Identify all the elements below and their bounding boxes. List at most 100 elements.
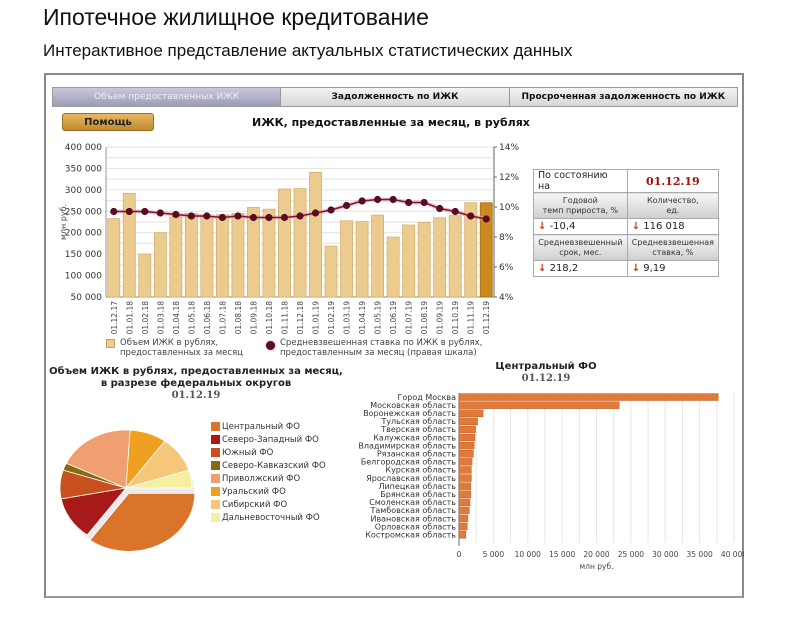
pie-slice[interactable] [125,469,193,489]
rate-point[interactable] [218,213,226,222]
rate-point[interactable] [280,213,289,222]
pie-legend-item: Северо-Кавказский ФО [211,459,326,472]
volume-bar[interactable] [138,253,152,298]
rate-point[interactable] [389,195,397,204]
region-bar[interactable] [458,401,620,409]
count-value: 116 018 [643,221,685,232]
volume-bar[interactable] [247,207,260,298]
volume-bar[interactable] [184,213,198,298]
pie-legend-item: Сибирский ФО [211,498,326,511]
volume-bar[interactable] [278,188,291,298]
volume-bar[interactable] [107,218,121,298]
rate-point[interactable] [249,213,258,222]
volume-bar[interactable] [324,245,338,298]
rate-point[interactable] [420,198,428,207]
region-bar[interactable] [458,441,475,450]
region-label: Город Москва [398,393,457,402]
rate-point[interactable] [327,206,335,214]
rate-point[interactable] [296,212,304,220]
volume-bar[interactable] [402,224,416,298]
pie-slice[interactable] [89,492,196,552]
volume-bar[interactable] [153,232,167,298]
x-axis-label: млн руб. [580,562,614,571]
rate-point[interactable] [187,212,195,220]
y2-tick-label: 14% [499,143,519,153]
region-label: Тверская область [380,425,456,434]
pie-legend-label: Уральский ФО [222,486,286,497]
rate-point[interactable] [405,198,413,207]
region-bar[interactable] [458,482,471,490]
help-button[interactable]: Помощь [62,113,154,131]
x-tick-label: 35 000 [687,550,713,559]
volume-bar[interactable] [340,220,353,298]
rate-point[interactable] [125,207,133,216]
region-bar[interactable] [458,466,472,474]
volume-bar[interactable] [200,216,214,298]
region-bar[interactable] [458,522,468,531]
volume-bar[interactable] [433,217,447,298]
volume-bar[interactable] [479,202,493,298]
x-tick-label: 30 000 [652,550,678,559]
stats-table: По состоянию на 01.12.19 Годовой темп при… [533,169,720,277]
region-bar[interactable] [458,433,476,442]
pie-legend-label: Северо-Кавказский ФО [222,460,326,471]
region-bar[interactable] [458,393,719,401]
rate-point[interactable] [110,207,118,216]
volume-bar[interactable] [215,214,229,298]
volume-bar[interactable] [417,222,431,298]
volume-bar[interactable] [262,208,276,298]
legend-swatch-icon [211,448,220,457]
volume-bar[interactable] [448,215,462,298]
x-tick-label: 01.09.19 [436,301,445,335]
volume-bar[interactable] [386,236,400,298]
pie-slice[interactable] [65,429,131,489]
pie-legend-item: Южный ФО [211,446,326,459]
rate-point[interactable] [141,207,149,216]
volume-bar[interactable] [371,214,385,298]
rate-point[interactable] [374,195,382,204]
rate-point[interactable] [436,204,444,213]
region-bar[interactable] [458,490,471,498]
region-bar[interactable] [458,514,469,523]
region-bar[interactable] [458,450,474,458]
volume-bar[interactable] [169,216,183,298]
region-bar[interactable] [458,506,470,515]
tab-overdue-debt[interactable]: Просроченная задолженность по ИЖК [509,88,737,106]
region-bar[interactable] [458,425,476,434]
rate-point[interactable] [467,212,475,220]
page-subtitle: Интерактивное представление актуальных с… [43,41,573,60]
term-header-line1: Средневзвешенный [538,237,623,247]
rate-point[interactable] [156,209,164,217]
count-header-line1: Количество, [646,195,699,205]
rate-point[interactable] [203,212,211,220]
volume-bar[interactable] [464,202,478,298]
region-bar[interactable] [458,498,471,507]
tab-volume[interactable]: Объем предоставленных ИЖК [53,88,282,106]
rate-point[interactable] [358,197,366,205]
region-bar[interactable] [458,417,478,426]
count-value-cell: ↓ 116 018 [626,218,720,235]
volume-bar[interactable] [293,188,307,298]
volume-bar[interactable] [122,192,136,298]
region-bar[interactable] [458,409,484,417]
region-bar[interactable] [458,474,472,482]
rate-point[interactable] [265,213,273,222]
rate-point[interactable] [234,212,242,220]
rate-point[interactable] [311,209,320,217]
rate-point[interactable] [172,210,180,219]
volume-bar[interactable] [231,213,245,298]
region-bar[interactable] [458,458,473,466]
region-label: Курская область [385,466,456,475]
tab-debt[interactable]: Задолженность по ИЖК [281,88,510,106]
rate-point[interactable] [482,215,490,223]
legend-volume: Объем ИЖК в рублях, предоставленных за ме… [106,338,243,358]
rate-point[interactable] [342,201,351,210]
x-tick-label: 01.10.19 [451,301,460,335]
region-bar[interactable] [458,531,467,539]
pie-title: Объем ИЖК в рублях, предоставленных за м… [46,366,346,402]
volume-bar[interactable] [309,171,322,298]
volume-bar[interactable] [355,221,369,298]
rate-point[interactable] [451,207,459,216]
pie-legend-label: Дальневосточный ФО [222,512,320,523]
x-tick-label: 01.01.18 [125,301,134,335]
